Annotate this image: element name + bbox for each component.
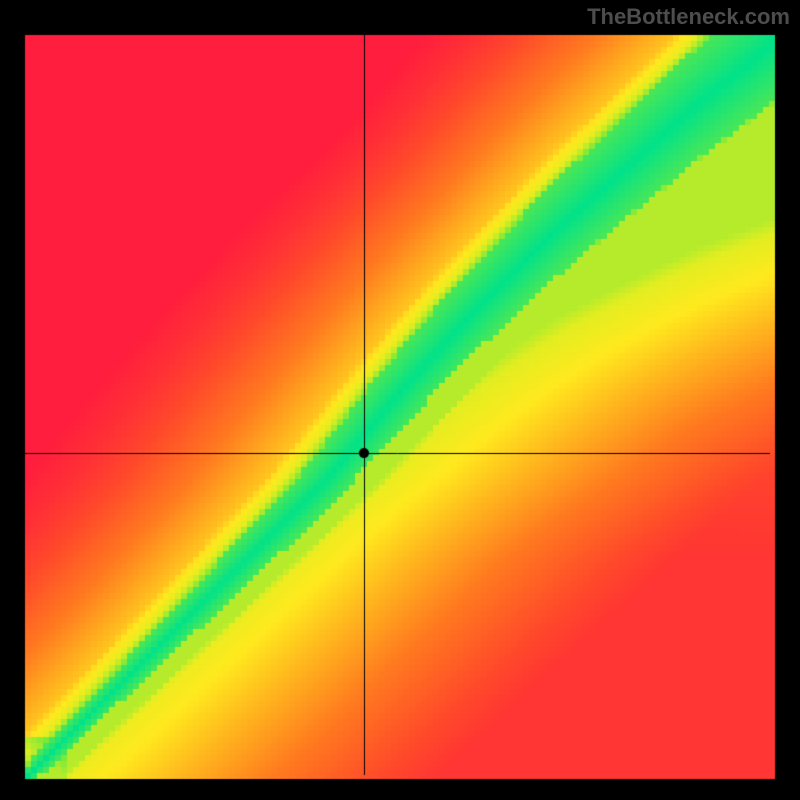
bottleneck-heatmap [0, 0, 800, 800]
chart-container: TheBottleneck.com [0, 0, 800, 800]
watermark-text: TheBottleneck.com [587, 4, 790, 30]
